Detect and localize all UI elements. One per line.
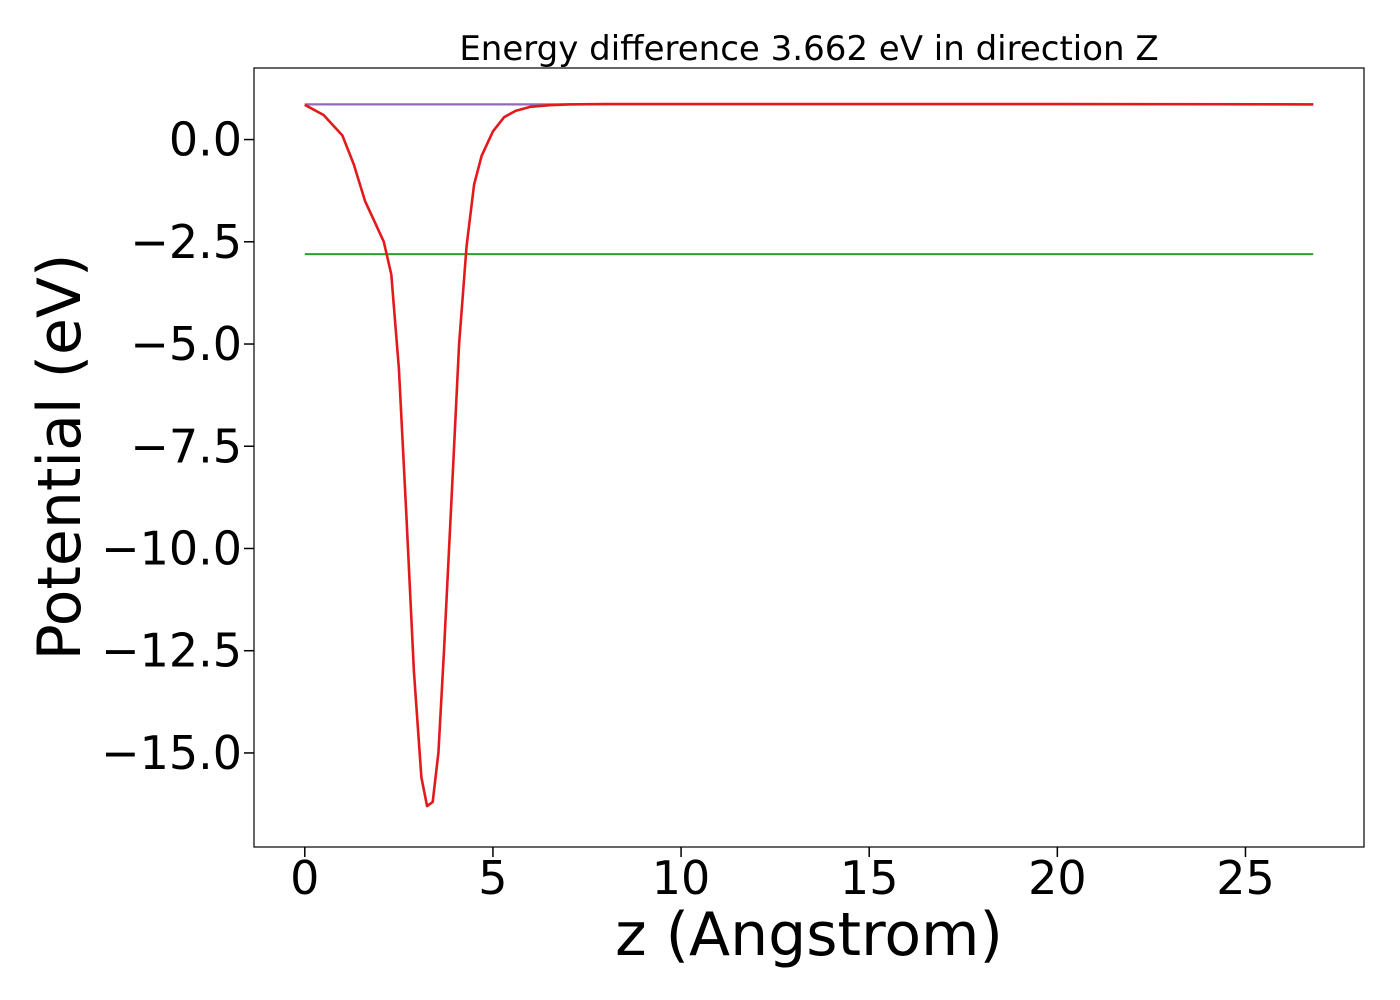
x-tick-label: 5 [478, 851, 507, 905]
x-tick-label: 0 [290, 851, 319, 905]
y-tick-label: −7.5 [130, 419, 242, 473]
series-layer [304, 102, 1314, 808]
y-tick-label: −10.0 [101, 521, 242, 575]
x-tick-label: 20 [1028, 851, 1087, 905]
y-tick-label: −5.0 [130, 317, 242, 371]
axes-frame [253, 67, 1365, 848]
x-axis-ticks: 0 5 10 15 20 25 [290, 847, 1275, 905]
y-tick-label: 0.0 [169, 113, 242, 167]
x-tick-label: 10 [652, 851, 711, 905]
y-tick-label: −12.5 [101, 624, 242, 678]
y-axis-label: Potential (eV) [25, 254, 95, 661]
x-axis-label: z (Angstrom) [615, 900, 1003, 970]
plot-area [253, 67, 1365, 848]
x-tick-label: 25 [1216, 851, 1275, 905]
y-tick-label: −2.5 [130, 215, 242, 269]
y-tick-label: −15.0 [101, 726, 242, 780]
series-line-3 [304, 102, 1314, 808]
x-tick-label: 15 [840, 851, 899, 905]
chart-title: Energy difference 3.662 eV in direction … [459, 29, 1158, 69]
y-axis-ticks: 0.0 −2.5 −5.0 −7.5 −10.0 −12.5 −15.0 [101, 113, 254, 780]
